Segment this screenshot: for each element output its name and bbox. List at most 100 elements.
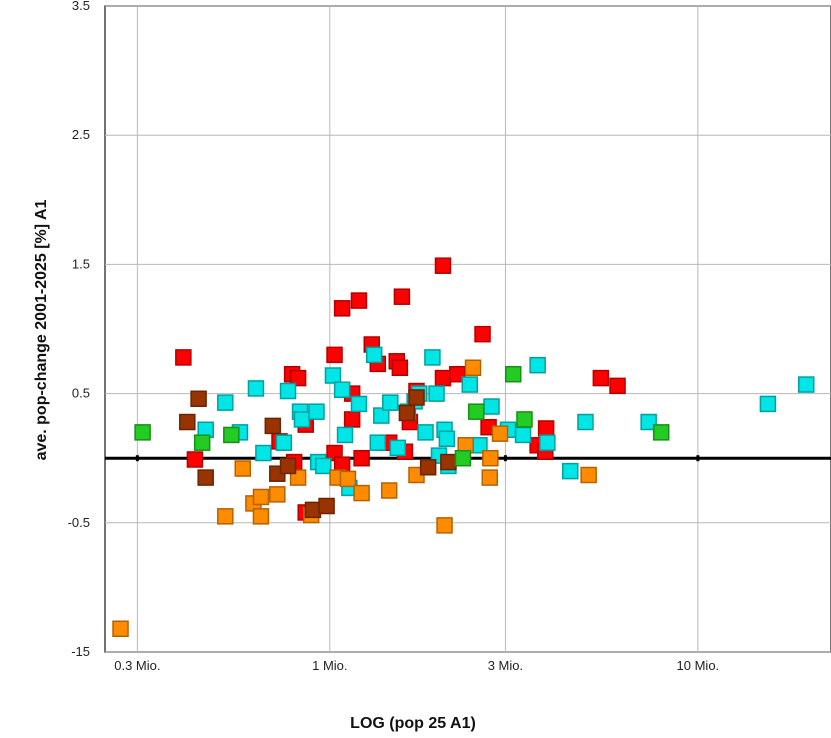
data-point [373,407,390,424]
data-point [539,434,556,451]
y-tick-labels: 3.5 2.5 1.5 0.5 -0.5 -15 [68,0,90,659]
data-point [652,424,670,441]
data-point [269,486,286,503]
data-point [464,359,482,377]
data-point [561,462,579,480]
data-point [179,413,196,431]
data-point [461,376,479,393]
data-point [609,377,626,395]
data-point [318,497,335,515]
data-point [175,349,192,366]
chart-grid [104,5,831,653]
data-point [434,369,452,387]
data-point [350,395,368,413]
data-point [343,411,361,428]
x-tick-label: 3 Mio. [488,658,523,673]
data-point [398,404,416,422]
y-tick-label: -0.5 [68,515,90,530]
data-point [333,381,351,398]
data-point [516,411,533,428]
data-point [369,434,387,451]
data-point [438,430,456,448]
data-point [482,449,499,467]
data-point [217,394,234,411]
data-point [408,389,425,406]
x-tick-label: 1 Mio. [312,658,347,673]
data-point [424,349,441,366]
data-point [393,288,411,305]
data-point [324,367,342,384]
x-tick-label: 0.3 Mio. [114,658,160,673]
data-point [491,425,509,442]
data-point [315,457,332,475]
data-point [223,426,240,444]
data-point [264,417,282,435]
data-point [279,457,297,475]
data-points [112,257,815,637]
data-point [326,346,343,364]
y-axis-label: ave. pop-change 2001-2025 [%] A1 [33,199,50,460]
data-point [529,356,546,374]
data-point [197,469,214,486]
data-point [339,470,357,488]
plot-frame [104,5,831,653]
data-point [391,359,409,377]
data-point [428,385,445,402]
data-point [112,620,129,637]
data-point [434,257,452,274]
data-point [382,394,399,411]
y-tick-label: 2.5 [72,127,90,142]
data-point [275,434,293,451]
data-point [380,482,398,499]
data-point [134,424,151,441]
data-point [440,453,457,471]
data-point [217,508,234,525]
y-tick-label: 1.5 [72,256,90,271]
data-point [577,413,594,431]
data-point [468,403,485,420]
data-point [481,469,499,486]
data-point [193,434,211,451]
data-point [252,488,270,506]
data-point [279,382,297,400]
data-point [759,395,777,413]
x-axis-label: LOG (pop 25 A1) [350,715,476,732]
data-point [514,426,532,444]
data-point [474,325,491,343]
data-point [186,451,204,468]
x-tick-labels: 0.3 Mio. 1 Mio. 3 Mio. 10 Mio. [114,658,719,673]
x-tick-label: 10 Mio. [677,658,720,673]
data-point [247,380,265,397]
data-point [537,420,555,437]
y-tick-label: 0.5 [72,386,90,401]
data-point [255,444,272,462]
data-point [640,413,657,431]
data-point [350,292,368,309]
data-point [483,398,500,415]
data-point [365,346,383,364]
data-point [436,517,453,534]
data-point [580,466,597,484]
data-point [449,365,466,383]
data-point [190,390,207,408]
data-point [353,484,370,502]
data-point [304,501,322,519]
data-point [336,426,354,444]
data-point [289,369,307,387]
data-point [454,449,472,467]
data-point [234,460,251,477]
data-point [353,449,370,467]
data-point [308,403,325,420]
data-point [293,411,311,428]
data-point [333,300,351,317]
data-point [252,508,270,525]
data-point [417,424,434,441]
data-point [504,365,522,383]
data-point [592,369,610,387]
data-point [419,458,437,476]
data-point [389,439,407,457]
data-point [797,376,815,393]
y-tick-label: 3.5 [72,0,90,13]
y-tick-label: -15 [71,644,90,659]
